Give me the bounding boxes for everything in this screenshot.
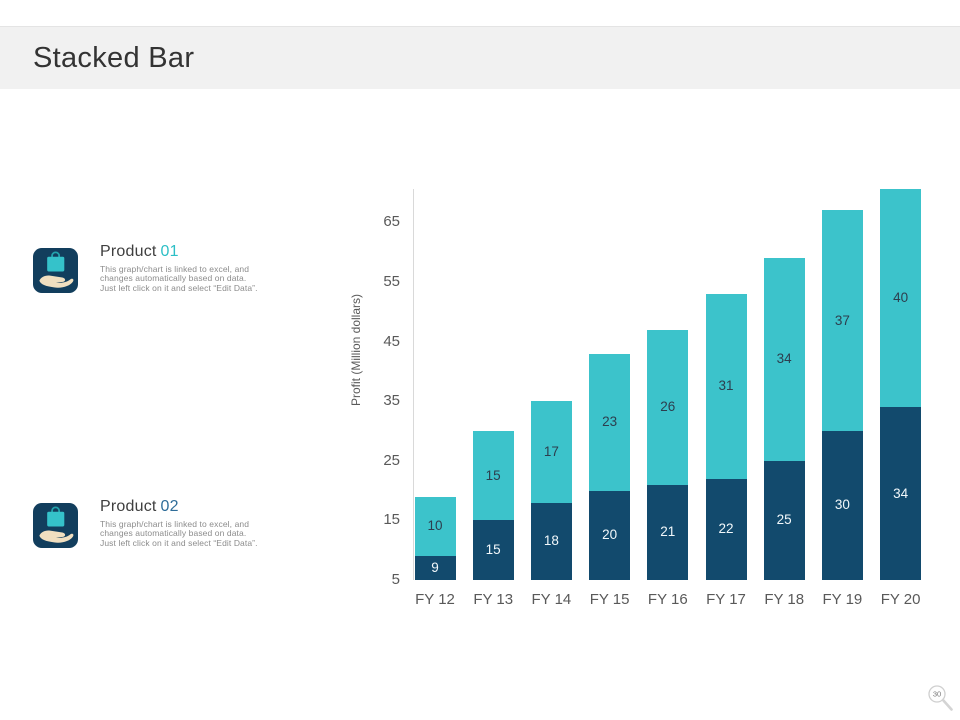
y-tick-label: 65 [383,213,400,231]
bar-segment-product-01-1[interactable] [414,496,456,557]
bar-segment-product-01-8[interactable] [821,210,863,431]
page-number-magnifier-icon[interactable]: 30 [920,680,956,716]
x-axis-label: FY 20 [880,591,921,608]
bar-segment-product-01-6[interactable] [705,293,747,479]
y-tick-label: 55 [383,272,400,290]
bar-segment-product-02-5[interactable] [647,484,689,580]
description-line: This graph/chart is linked to excel, and [100,519,250,529]
product-02-number: 02 [160,498,179,515]
bar-segment-product-01-9[interactable] [880,189,922,408]
x-axis-label: FY 15 [589,591,630,608]
bar-segment-product-01-3[interactable] [530,401,572,503]
x-axis-label: FY 17 [706,591,746,608]
bar-value-label: 9 [431,560,439,576]
bar-value-label: 20 [602,527,618,543]
bar-value-label: 34 [893,485,909,501]
product-01-label: Product [100,243,157,260]
bar-segment-product-01-4[interactable] [589,353,631,491]
y-axis-line [413,189,414,580]
page-number: 30 [933,690,941,699]
bar-value-label: 25 [776,512,792,528]
bar-segment-product-01-5[interactable] [647,329,689,485]
bar-value-label: 21 [660,524,676,540]
description-line: changes automatically based on data. [100,273,247,284]
description-line: changes automatically based on data. [100,528,247,539]
shopping-bag-in-hand-icon [33,503,78,548]
y-tick-label: 5 [391,571,400,588]
x-axis-label: FY 12 [415,591,455,608]
bar-value-label: 15 [485,467,501,483]
x-axis-label: FY 13 [473,591,514,608]
product-01-title: Product 01 [100,243,335,261]
x-axis-label: FY 16 [647,591,688,608]
description-line: Just left click on it and select “Edit D… [100,282,258,293]
x-axis-label: FY 18 [764,591,805,608]
bar-segment-product-02-6[interactable] [705,478,747,580]
bar-segment-product-01-7[interactable] [763,258,805,461]
bar-value-label: 22 [718,521,734,537]
bar-value-label: 34 [776,351,792,367]
bar-value-label: 18 [543,533,559,549]
product-02-description: This graph/chart is linked to excel, and… [100,519,335,548]
x-axis-label: FY 19 [822,591,863,608]
y-tick-label: 35 [383,392,400,410]
bar-segment-product-01-2[interactable] [472,430,514,521]
x-axis-label: FY 14 [531,591,572,608]
bar-value-label: 37 [834,312,850,328]
bar-value-label: 23 [602,414,618,430]
shopping-bag-in-hand-icon [33,248,78,293]
bar-segment-product-02-1[interactable] [414,556,456,580]
bar-segment-product-02-3[interactable] [530,502,572,580]
bar-value-label: 26 [660,399,676,415]
bar-value-label: 40 [893,290,909,306]
page-title: Stacked Bar [33,41,195,74]
product-02-title: Product 02 [100,498,335,516]
product-02-label: Product [100,498,157,515]
bar-segment-product-02-4[interactable] [589,490,631,580]
bar-segment-product-02-7[interactable] [763,460,805,580]
y-tick-label: 25 [383,451,400,469]
bar-value-label: 17 [543,443,559,459]
y-tick-label: 45 [383,332,400,350]
slide-header: Stacked Bar [0,26,960,89]
product-01-number: 01 [160,243,179,260]
bar-value-label: 31 [718,378,734,394]
bar-value-label: 10 [427,518,443,534]
bar-value-label: 15 [485,542,501,558]
description-line: This graph/chart is linked to excel, and [100,264,250,274]
bar-segment-product-02-9[interactable] [880,407,922,580]
bar-segment-product-02-8[interactable] [821,430,863,580]
y-tick-label: 15 [383,511,400,529]
product-01-description: This graph/chart is linked to excel, and… [100,264,335,293]
bar-value-label: 30 [834,497,850,513]
bar-segment-product-02-2[interactable] [472,520,514,580]
description-line: Just left click on it and select “Edit D… [100,537,258,548]
